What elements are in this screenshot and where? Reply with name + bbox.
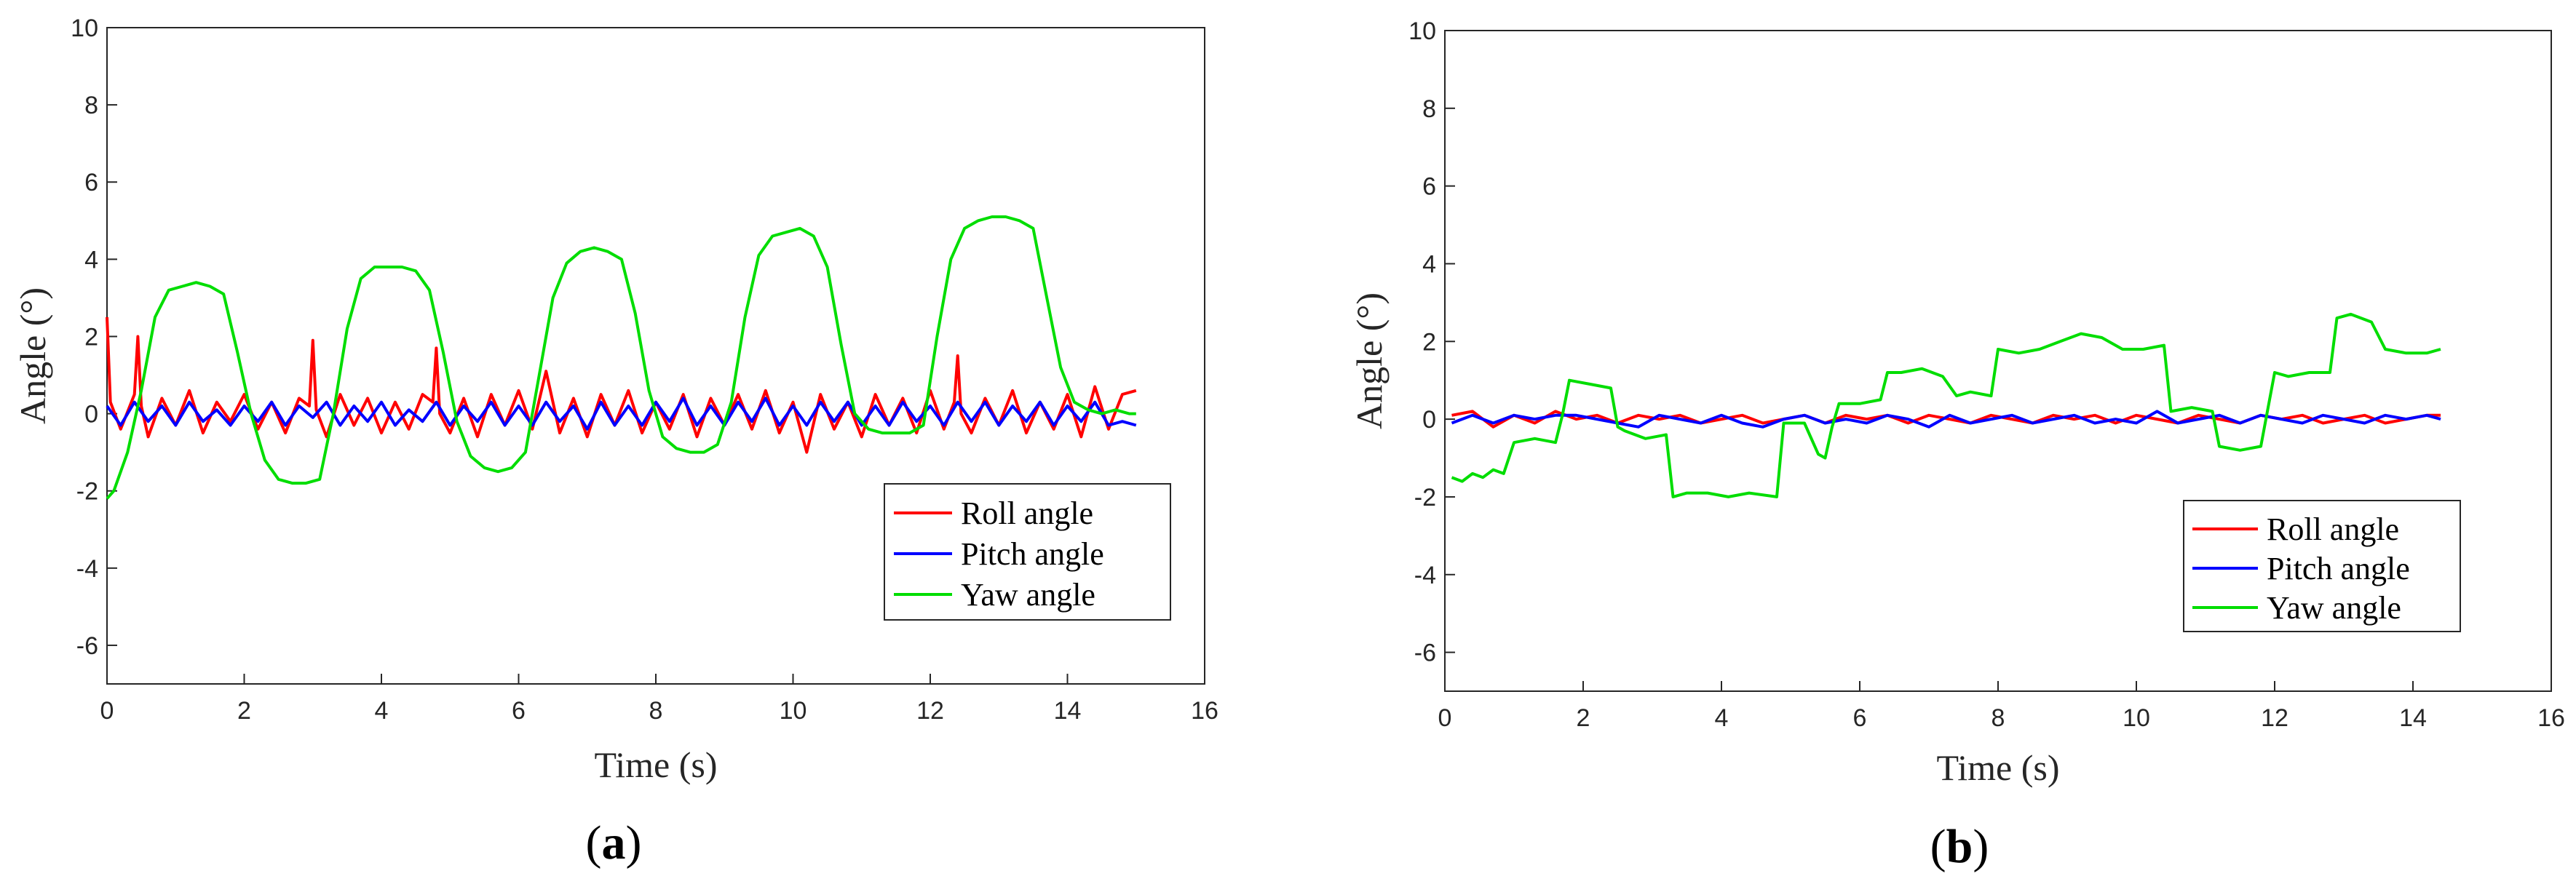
x-tick-label-b: 4: [1715, 704, 1729, 732]
chart-a: 0 2 4 6 8 10 12 14 16 -6 -4 -2 0 2 4 6 8 10 Time (s) Ang…: [12, 15, 1218, 869]
legend-label-pitch-b: Pitch angle: [2267, 551, 2410, 586]
x-ticks-a: 0 2 4 6 8 10 12 14 16: [100, 674, 1218, 725]
y-tick-label-b: 10: [1408, 17, 1436, 45]
x-tick-label-a: 12: [916, 697, 944, 725]
x-tick-label-a: 14: [1054, 697, 1082, 725]
legend-a: Roll angle Pitch angle Yaw angle: [884, 483, 1171, 621]
x-tick-label-b: 14: [2399, 704, 2427, 732]
y-tick-label-a: -4: [76, 555, 98, 583]
y-tick-label-b: -4: [1414, 562, 1436, 589]
pitch-angle-line-a: [106, 397, 1137, 431]
x-tick-label-b: 8: [1992, 704, 2005, 732]
x-tick-label-a: 10: [780, 697, 807, 725]
x-tick-label-a: 8: [649, 697, 663, 725]
legend-label-yaw-b: Yaw angle: [2267, 590, 2401, 626]
yaw-angle-line-a: [106, 215, 1136, 500]
x-ticks-b: 0 2 4 6 8 10 12 14 16: [1438, 681, 2565, 732]
x-tick-label-b: 10: [2123, 704, 2150, 732]
y-tick-label-a: 2: [84, 323, 98, 351]
yaw-angle-line-b: [1451, 312, 2441, 498]
x-tick-label-a: 2: [237, 697, 251, 725]
chart-b: 0 2 4 6 8 10 12 14 16 -6 -4 -2 0 2 4 6 8 10 Time (s) Ang…: [1349, 17, 2565, 873]
y-axis-label-a: Angle (°): [12, 287, 53, 424]
legend-label-roll-b: Roll angle: [2267, 511, 2399, 547]
legend-label-roll-a: Roll angle: [961, 495, 1093, 531]
series-lines-a: [106, 215, 1137, 500]
x-axis-label-b: Time (s): [1936, 747, 2059, 788]
y-tick-label-a: 6: [84, 169, 98, 196]
y-tick-label-b: -6: [1414, 640, 1436, 667]
x-tick-label-a: 0: [100, 697, 114, 725]
legend-box-a: [884, 483, 1171, 621]
y-tick-label-a: 8: [84, 92, 98, 119]
legend-label-yaw-a: Yaw angle: [961, 577, 1095, 613]
x-tick-label-b: 6: [1853, 704, 1867, 732]
panel-label-b: (b): [1930, 820, 1989, 873]
y-tick-label-b: 4: [1422, 250, 1436, 278]
y-tick-label-a: 10: [71, 15, 98, 42]
panel-label-a: (a): [586, 816, 642, 869]
x-tick-label-b: 0: [1438, 704, 1452, 732]
series-lines-b: [1451, 312, 2441, 498]
legend-box-b: [2183, 500, 2461, 632]
legend-label-pitch-a: Pitch angle: [961, 536, 1104, 572]
y-tick-label-b: 2: [1422, 328, 1436, 356]
y-tick-label-a: -2: [76, 478, 98, 506]
x-axis-label-a: Time (s): [594, 744, 717, 785]
y-tick-label-b: 6: [1422, 173, 1436, 201]
x-tick-label-b: 12: [2261, 704, 2288, 732]
y-tick-label-a: -6: [76, 632, 98, 660]
y-ticks-b: -6 -4 -2 0 2 4 6 8 10: [1408, 17, 1455, 667]
y-tick-label-b: 0: [1422, 406, 1436, 434]
y-tick-label-a: 4: [84, 246, 98, 274]
x-tick-label-a: 4: [375, 697, 389, 725]
y-ticks-a: -6 -4 -2 0 2 4 6 8 10: [71, 15, 117, 660]
x-tick-label-b: 2: [1577, 704, 1590, 732]
y-axis-label-b: Angle (°): [1349, 292, 1390, 429]
x-tick-label-b: 16: [2537, 704, 2565, 732]
y-tick-label-b: 8: [1422, 95, 1436, 123]
y-tick-label-a: 0: [84, 401, 98, 429]
y-tick-label-b: -2: [1414, 484, 1436, 511]
x-tick-label-a: 6: [512, 697, 526, 725]
legend-b: Roll angle Pitch angle Yaw angle: [2183, 500, 2461, 632]
roll-angle-line-a: [106, 316, 1137, 454]
x-tick-label-a: 16: [1191, 697, 1218, 725]
